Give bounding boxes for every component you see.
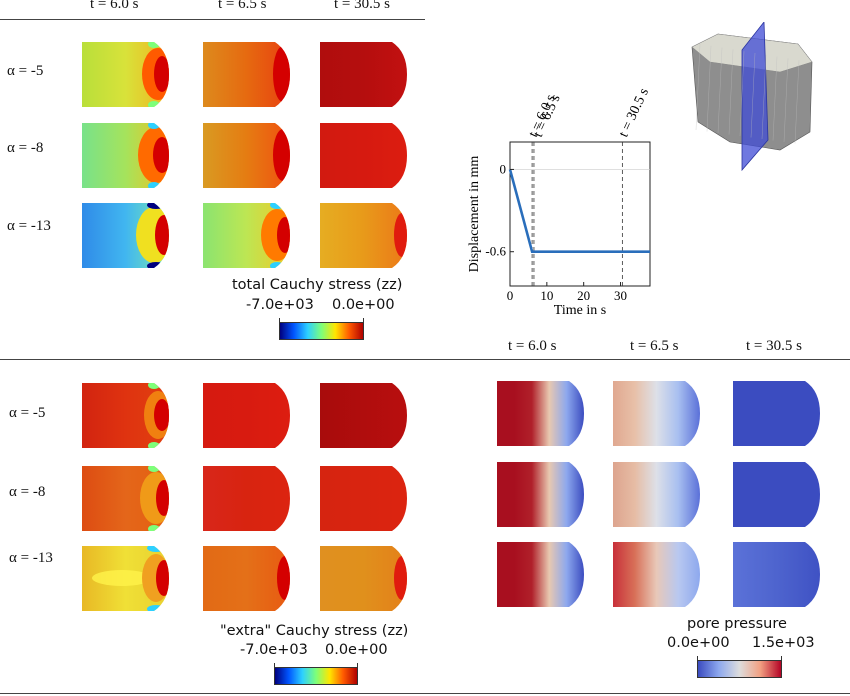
pore-pressure-colorbar-min: 0.0e+00	[667, 635, 730, 651]
chart-x-axis-label: Time in s	[554, 303, 606, 314]
pore-pressure-tile-r2-c1	[497, 462, 584, 527]
pore-pressure-tile-r1-c3	[733, 381, 820, 446]
extra-stress-tile-r3-c1	[82, 546, 169, 611]
total-stress-tile-r1-c3	[320, 42, 407, 107]
extra-stress-tile-r1-c2	[203, 383, 290, 448]
total-stress-tile-r3-c2	[203, 203, 290, 268]
chart-x-tick-label-3: 20	[577, 288, 590, 303]
total-stress-tile-r2-c3	[320, 123, 407, 188]
chart-x-tick-label-2: 10	[540, 288, 553, 303]
pore-pressure-colorbar	[697, 660, 782, 678]
chart-y-tick-label-1: 0	[500, 161, 507, 176]
pressure-time-header-2: t = 6.5 s	[630, 338, 679, 354]
chart-frame	[509, 141, 651, 287]
total-stress-colorbar-min: -7.0e+03	[246, 297, 314, 313]
pressure-time-header-3: t = 30.5 s	[746, 338, 802, 354]
bottom-alpha-label-3: α = -13	[9, 550, 53, 566]
total-stress-tile-r2-c1	[82, 123, 169, 188]
total-stress-colorbar-tick-max	[363, 318, 364, 340]
pore-pressure-tile-r1-c2	[613, 381, 700, 446]
extra-stress-colorbar-max: 0.0e+00	[325, 642, 388, 658]
extra-stress-colorbar-title: "extra" Cauchy stress (zz)	[220, 623, 409, 639]
pore-pressure-colorbar-tick-max	[781, 656, 782, 678]
top-header-rule	[0, 19, 425, 20]
total-stress-colorbar	[279, 322, 364, 340]
extra-stress-colorbar	[274, 667, 358, 685]
top-alpha-label-2: α = -8	[7, 140, 44, 156]
top-alpha-label-3: α = -13	[7, 218, 51, 234]
pore-pressure-tile-r2-c2	[613, 462, 700, 527]
top-time-header-3: t = 30.5 s	[334, 0, 390, 12]
bottom-alpha-label-1: α = -5	[9, 405, 46, 421]
chart-marker-label-3: t = 30.5 s	[616, 86, 652, 140]
total-stress-tile-r1-c1	[82, 42, 169, 107]
bottom-alpha-label-2: α = -8	[9, 484, 46, 500]
pore-pressure-tile-r3-c1	[497, 542, 584, 607]
top-time-header-2: t = 6.5 s	[218, 0, 267, 12]
chart-series-line	[508, 169, 650, 254]
extra-stress-tile-r1-c3	[320, 383, 407, 448]
total-stress-colorbar-max: 0.0e+00	[332, 297, 395, 313]
extra-stress-tile-r3-c3	[320, 546, 407, 611]
sample-mesh-lines	[695, 43, 800, 144]
top-alpha-label-1: α = -5	[7, 63, 44, 79]
cylinder-sample-illustration	[691, 22, 813, 172]
extra-stress-colorbar-tick-min	[274, 663, 275, 685]
cutting-plane	[741, 22, 769, 172]
total-stress-tile-r3-c3	[320, 203, 407, 268]
extra-stress-tile-r2-c3	[320, 466, 407, 531]
chart-x-tick-label-4: 30	[614, 288, 627, 303]
pore-pressure-tile-r3-c3	[733, 542, 820, 607]
total-stress-colorbar-title: total Cauchy stress (zz)	[232, 277, 403, 293]
total-stress-colorbar-tick-min	[279, 318, 280, 340]
extra-stress-tile-r1-c1	[82, 383, 169, 448]
pore-pressure-colorbar-title: pore pressure	[687, 616, 787, 632]
pore-pressure-tile-r3-c2	[613, 542, 700, 607]
total-stress-tile-r1-c2	[203, 42, 290, 107]
bottom-rule	[0, 693, 850, 694]
top-time-header-1: t = 6.0 s	[90, 0, 139, 12]
extra-stress-tile-r3-c2	[203, 546, 290, 611]
chart-x-tick-label-1: 0	[507, 288, 514, 303]
chart-y-tick-label-2: -0.6	[485, 244, 506, 259]
pore-pressure-tile-r1-c1	[497, 381, 584, 446]
section-divider	[0, 359, 850, 360]
total-stress-tile-r3-c1	[82, 203, 169, 268]
extra-stress-tile-r2-c1	[82, 466, 169, 531]
pore-pressure-colorbar-max: 1.5e+03	[752, 635, 815, 651]
total-stress-tile-r2-c2	[203, 123, 290, 188]
extra-stress-colorbar-min: -7.0e+03	[240, 642, 308, 658]
pore-pressure-colorbar-tick-min	[697, 656, 698, 678]
chart-y-axis-label: Displacement in mm	[467, 156, 482, 273]
extra-stress-tile-r2-c2	[203, 466, 290, 531]
extra-stress-colorbar-tick-max	[357, 663, 358, 685]
pore-pressure-tile-r2-c3	[733, 462, 820, 527]
pressure-time-header-1: t = 6.0 s	[508, 338, 557, 354]
